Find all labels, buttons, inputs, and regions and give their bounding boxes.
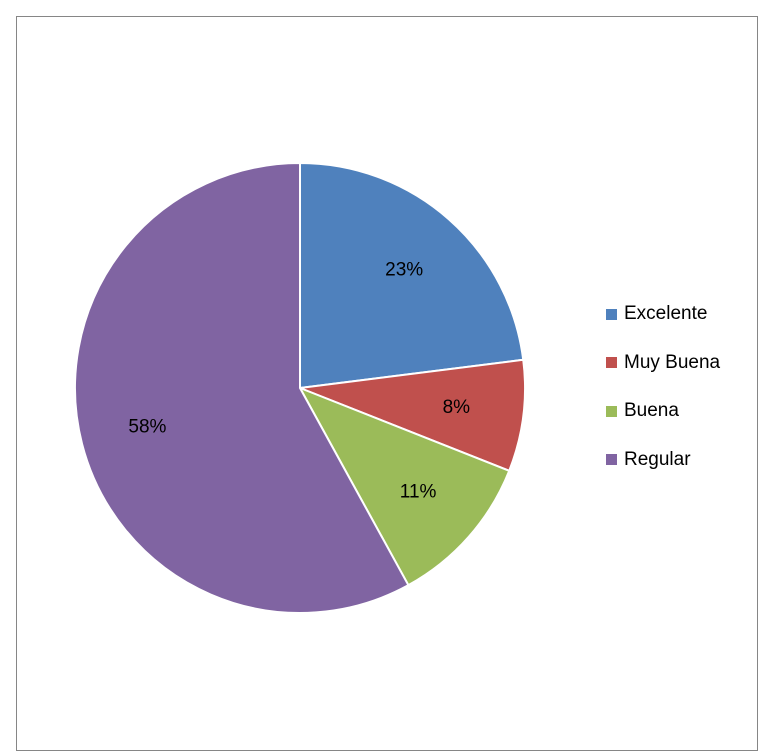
pie-slice-muy-buena: [299, 358, 526, 472]
legend-swatch-buena: [606, 405, 617, 417]
legend-label-buena: Buena: [624, 400, 679, 421]
legend-swatch-muy-buena: [606, 357, 617, 368]
legend: Excelente Muy Buena Buena Regular: [606, 302, 756, 496]
data-label-excelente: 23%: [385, 259, 423, 280]
legend-swatch-regular: [606, 454, 617, 465]
data-label-regular: 58%: [128, 417, 166, 438]
pie-data-labels: 23% 8% 11% 58%: [128, 259, 470, 502]
pie-slices: [74, 162, 526, 614]
legend-swatch-excelente: [606, 308, 617, 320]
legend-item-excelente: Excelente: [606, 302, 756, 326]
legend-item-muy-buena: Muy Buena: [606, 351, 756, 375]
pie-slice-buena: [299, 387, 511, 587]
data-label-muy-buena: 8%: [443, 397, 471, 418]
data-label-buena: 11%: [400, 482, 437, 503]
legend-label-regular: Regular: [624, 448, 691, 470]
legend-item-regular: Regular: [606, 448, 756, 472]
pie-slice-excelente: [299, 162, 525, 389]
pie-slice-regular: [74, 162, 410, 614]
legend-label-muy-buena: Muy Buena: [624, 351, 721, 373]
legend-item-buena: Buena: [606, 399, 756, 423]
legend-label-excelente: Excelente: [624, 303, 708, 324]
